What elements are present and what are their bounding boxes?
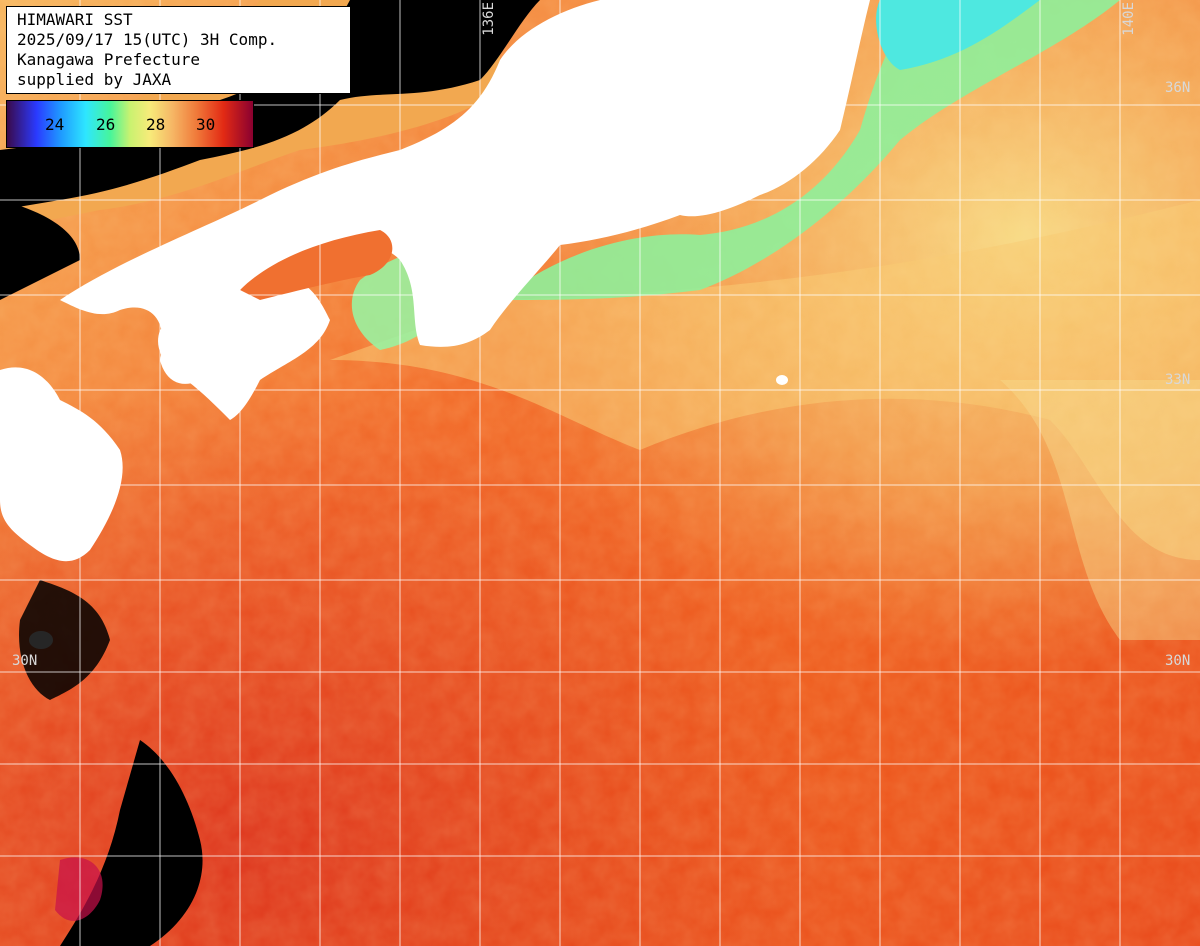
lat-label-33n: 33N (1165, 372, 1191, 388)
lat-label-36n: 36N (1165, 80, 1191, 96)
hot-spot-sw (55, 857, 103, 921)
color-scale-legend: 24 26 28 30 (6, 100, 254, 148)
title-line-2: 2025/09/17 15(UTC) 3H Comp. (17, 30, 278, 49)
land-kyushu (0, 367, 123, 562)
seto-inland-sea (240, 230, 393, 300)
lon-label-136e: 136E (481, 2, 497, 36)
title-line-3: Kanagawa Prefecture (17, 50, 201, 69)
land-shikoku (158, 275, 330, 420)
title-line-1: HIMAWARI SST (17, 10, 133, 29)
legend-tick: 30 (196, 115, 216, 134)
lat-label-30n-right: 30N (1165, 653, 1191, 669)
land-island-hachijo (776, 375, 788, 385)
land-izu (770, 139, 801, 179)
lon-label-140e: 140E (1121, 2, 1137, 36)
no-data-west-islands (19, 580, 111, 700)
lat-label-30n-left: 30N (12, 653, 38, 669)
coastal-cool-water (500, 0, 1120, 300)
legend-tick: 24 (45, 115, 65, 134)
legend-tick: 26 (96, 115, 116, 134)
coastal-cold-water (876, 0, 1040, 70)
title-line-4: supplied by JAXA (17, 70, 172, 89)
legend-tick: 28 (146, 115, 166, 134)
no-data-west (0, 200, 80, 300)
land-kii (528, 199, 556, 243)
title-box: HIMAWARI SST 2025/09/17 15(UTC) 3H Comp.… (6, 6, 351, 94)
